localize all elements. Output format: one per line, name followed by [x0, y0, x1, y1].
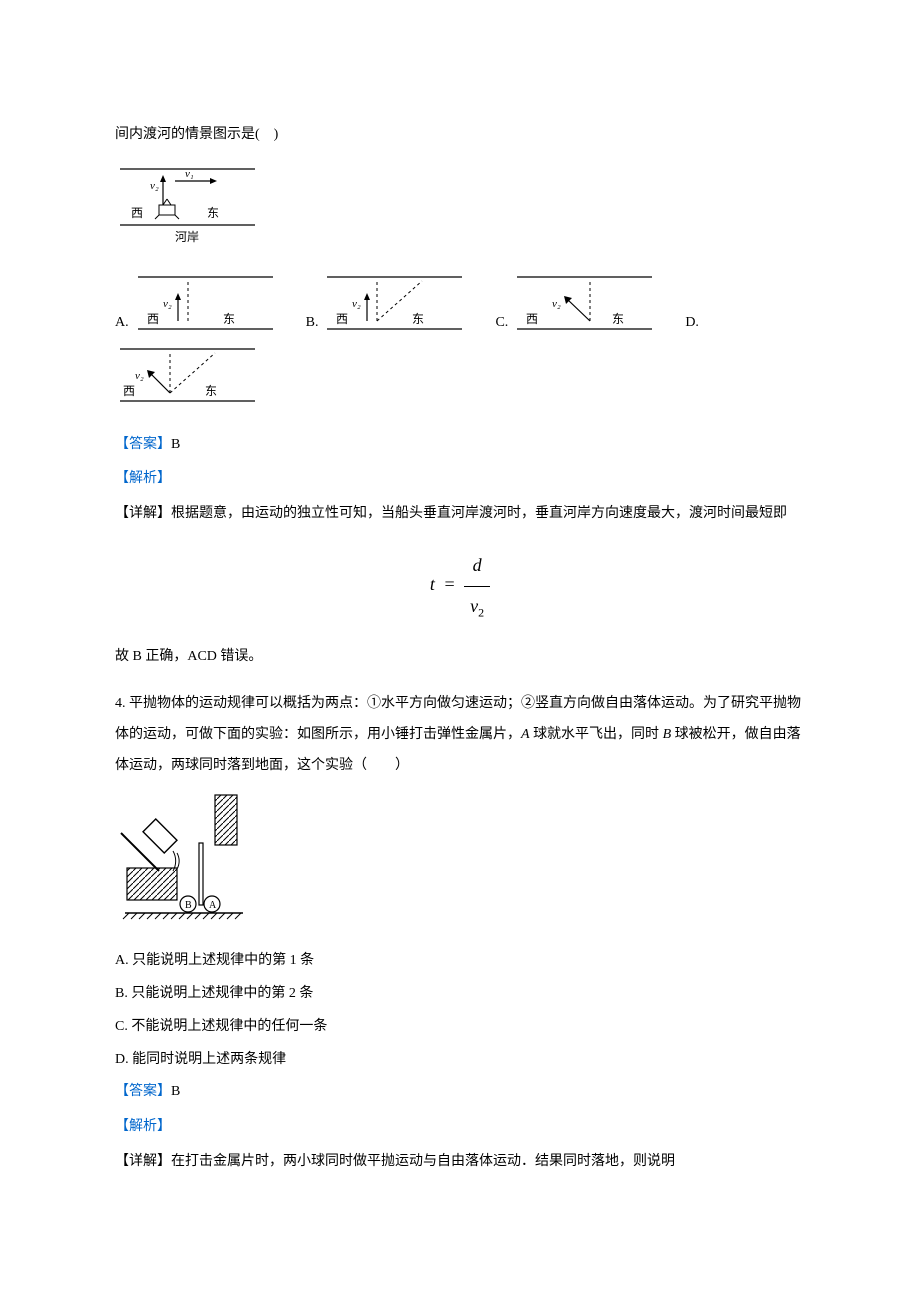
q3-opt-d-label: D.	[685, 308, 699, 339]
q3-top-east: 东	[207, 206, 219, 220]
svg-text:东: 东	[223, 312, 235, 326]
q3-opt-c-label: C.	[495, 308, 508, 339]
q4-option-c: C. 不能说明上述规律中的任何一条	[115, 1012, 805, 1043]
q4-option-b: B. 只能说明上述规律中的第 2 条	[115, 979, 805, 1010]
svg-text:东: 东	[412, 312, 424, 326]
q3-formula-num: d	[464, 546, 490, 587]
q3-formula-lhs: t	[430, 574, 435, 594]
q3-intro-continuation: 间内渡河的情景图示是( )	[115, 120, 805, 151]
q4-option-a: A. 只能说明上述规律中的第 1 条	[115, 946, 805, 977]
q3-formula-eq: =	[443, 574, 455, 594]
q3-answer-label: 【答案】	[115, 437, 171, 452]
q4-stem-mid: 球就水平飞出，同时	[530, 727, 663, 742]
q3-answer: 【答案】B	[115, 430, 805, 461]
q3-detail-text: 根据题意，由运动的独立性可知，当船头垂直河岸渡河时，垂直河岸方向速度最大，渡河时…	[171, 506, 787, 521]
svg-text:v₂: v₂	[163, 298, 172, 310]
q3-opt-b-label: B.	[306, 308, 319, 339]
q3-formula-den: v2	[464, 587, 490, 627]
q4-figure: B A	[115, 793, 805, 936]
q3-option-c-diagram: v₂ 西 东	[512, 271, 657, 339]
hammer-icon	[121, 819, 177, 871]
q3-answer-value: B	[171, 437, 180, 452]
q3-option-d-diagram-wrap: v₂ 西 东	[115, 343, 805, 424]
q3-top-bank: 河岸	[175, 230, 199, 244]
q3-options-row: A. v₂ 西 东 B. v₂ 西 东 C. v₂	[115, 271, 805, 339]
q4-answer-value: B	[171, 1084, 180, 1099]
q4-B-italic: B	[663, 727, 672, 742]
q3-top-v2-label: v₂	[150, 180, 159, 192]
q3-detail-label: 【详解】	[115, 506, 171, 521]
q4-ball-a: A	[209, 900, 217, 911]
svg-text:西: 西	[526, 312, 538, 326]
q3-analysis-label: 【解析】	[115, 464, 805, 495]
q4-analysis-label: 【解析】	[115, 1112, 805, 1143]
q3-option-b-diagram: v₂ 西 东	[322, 271, 467, 339]
svg-text:东: 东	[205, 384, 217, 398]
q3-opt-a-label: A.	[115, 308, 129, 339]
q4-detail-text: 在打击金属片时，两小球同时做平抛运动与自由落体运动．结果同时落地，则说明	[171, 1154, 675, 1169]
svg-text:v₂: v₂	[552, 298, 561, 310]
svg-text:西: 西	[336, 312, 348, 326]
q3-top-diagram: v₂ v₁ 西 东 河岸	[115, 161, 805, 261]
svg-text:v₂: v₂	[135, 370, 144, 382]
q4-answer: 【答案】B	[115, 1077, 805, 1108]
q3-formula: t = d v2	[115, 546, 805, 626]
q3-top-v1-label: v₁	[185, 168, 194, 180]
q3-detail: 【详解】根据题意，由运动的独立性可知，当船头垂直河岸渡河时，垂直河岸方向速度最大…	[115, 499, 805, 530]
q4-number: 4.	[115, 696, 129, 711]
svg-text:西: 西	[147, 312, 159, 326]
q4-detail: 【详解】在打击金属片时，两小球同时做平抛运动与自由落体运动．结果同时落地，则说明	[115, 1147, 805, 1178]
q3-top-west: 西	[131, 206, 143, 220]
q4-detail-label: 【详解】	[115, 1154, 171, 1169]
q4-answer-label: 【答案】	[115, 1084, 171, 1099]
q3-option-a-diagram: v₂ 西 东	[133, 271, 278, 339]
q4-A-italic: A	[521, 727, 530, 742]
q4-option-d: D. 能同时说明上述两条规律	[115, 1045, 805, 1076]
svg-text:西: 西	[123, 384, 135, 398]
svg-text:东: 东	[612, 312, 624, 326]
q4-ball-b: B	[185, 900, 192, 911]
svg-text:v₂: v₂	[352, 298, 361, 310]
q4-stem: 4. 平抛物体的运动规律可以概括为两点：①水平方向做匀速运动；②竖直方向做自由落…	[115, 689, 805, 781]
q3-conclusion: 故 B 正确，ACD 错误。	[115, 642, 805, 673]
q3-option-d-diagram: v₂ 西 东	[115, 343, 260, 411]
